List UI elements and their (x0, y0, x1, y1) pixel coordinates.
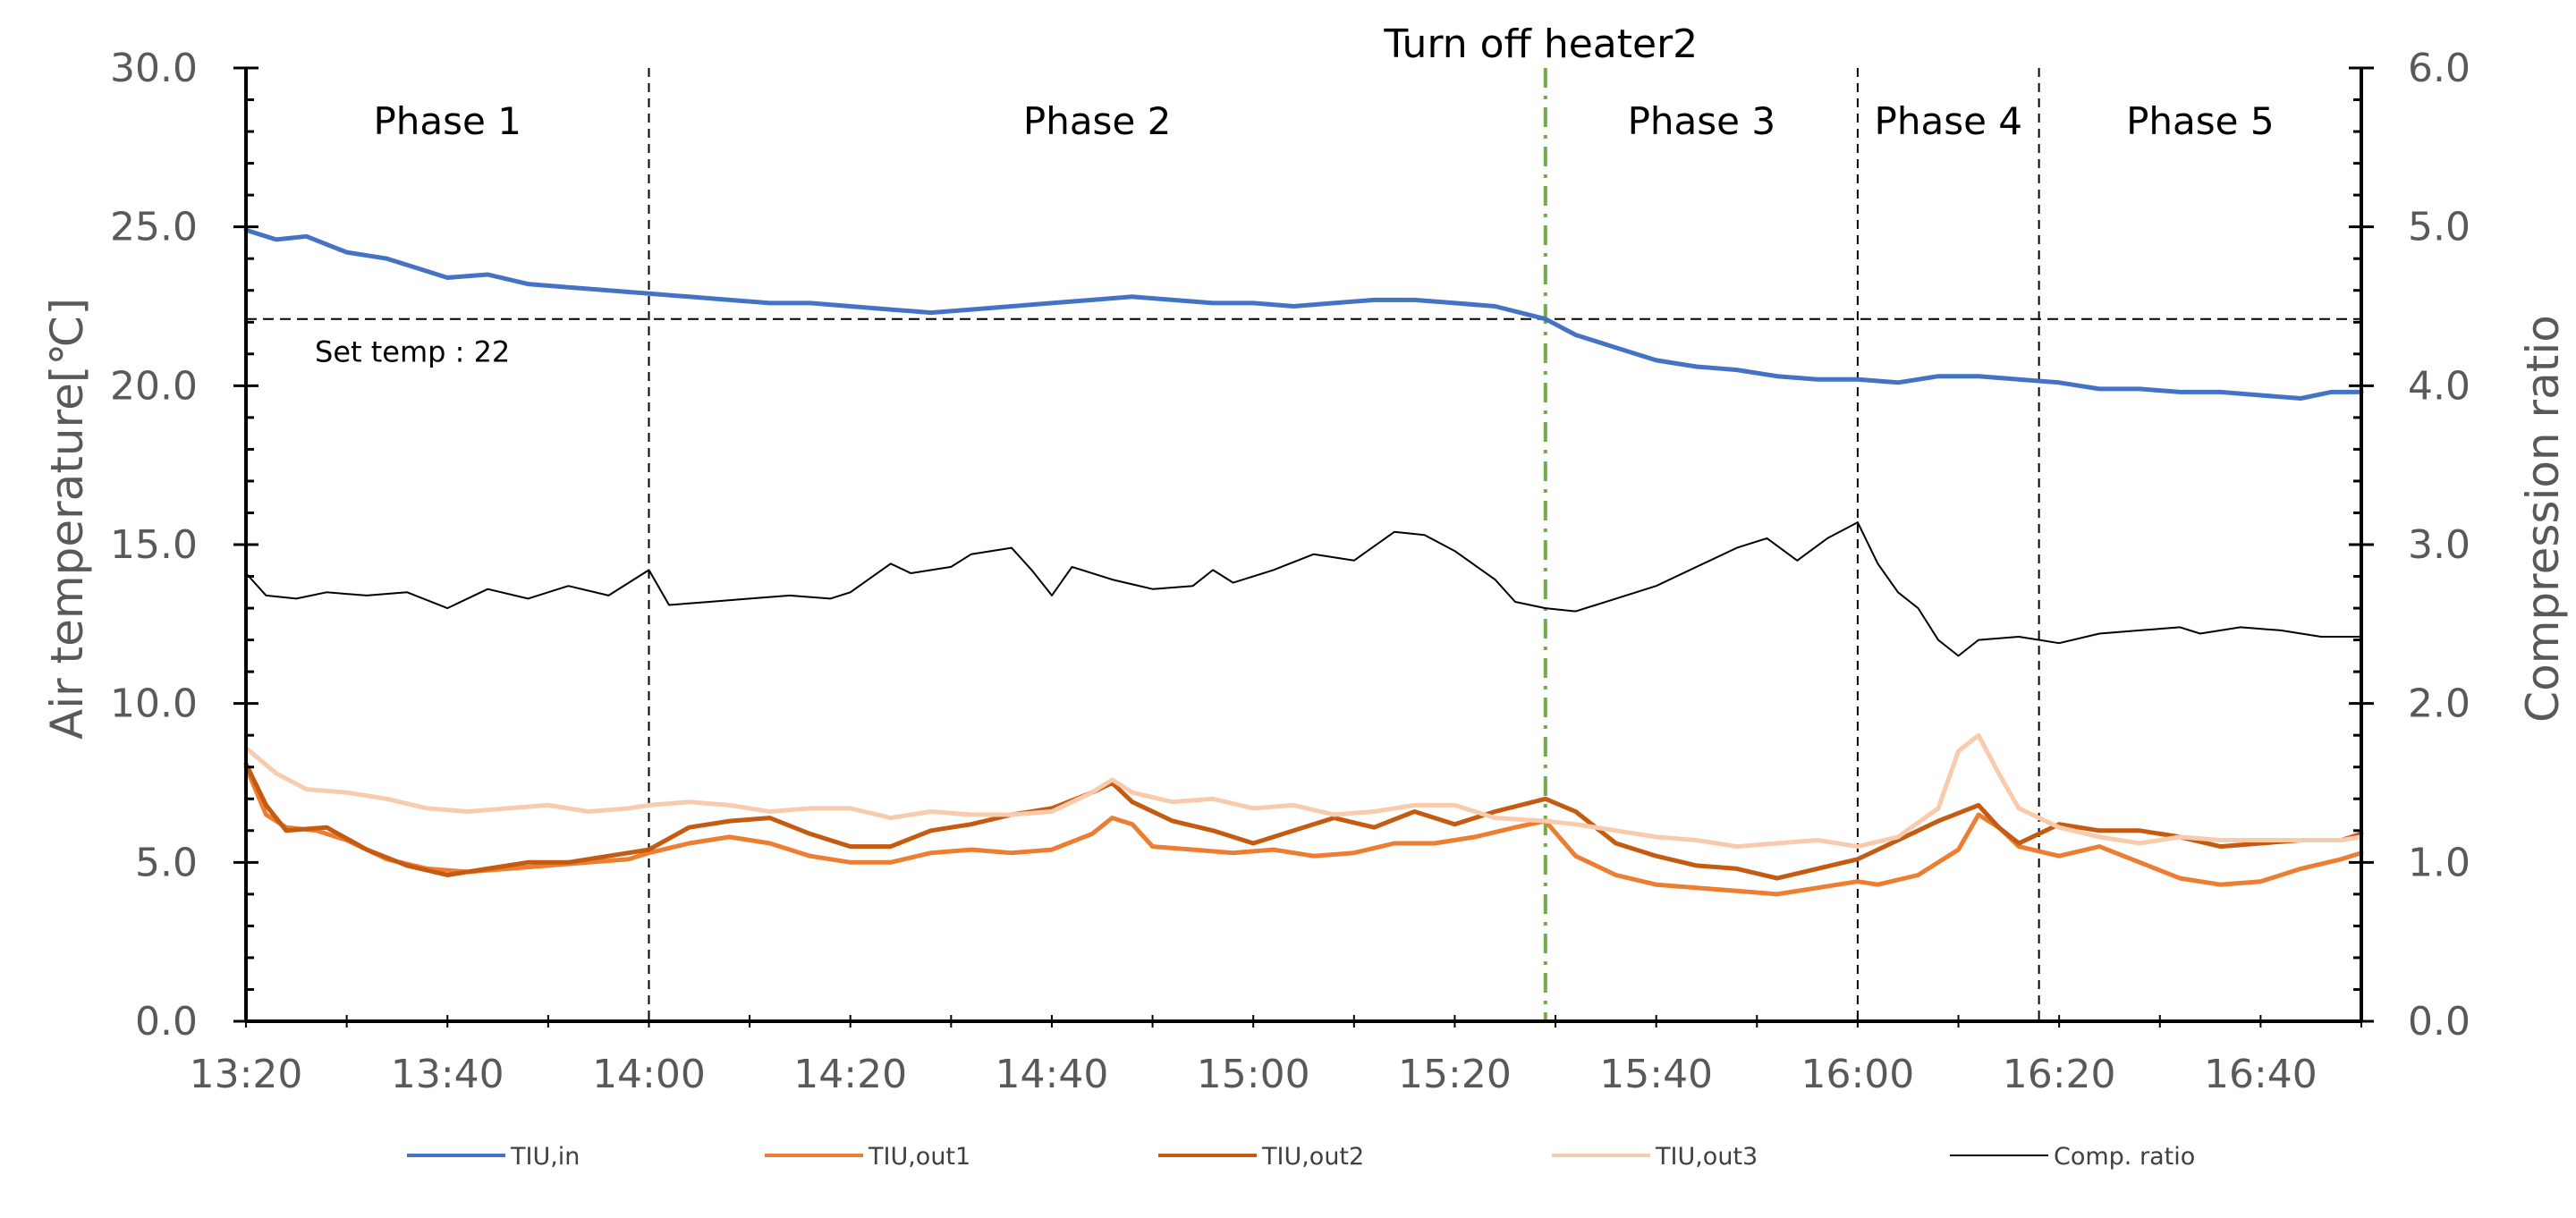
legend: TIU,in TIU,out1 TIU,out2 TIU,out3 Comp. rati… (407, 1143, 2195, 1171)
x-tick-label: 15:40 (1599, 1052, 1713, 1097)
reference-lines (246, 68, 2361, 1021)
x-tick-label: 14:40 (996, 1052, 1109, 1097)
y-tick-label: 0.0 (135, 999, 198, 1045)
phase-labels: Phase 1 Phase 2 Phase 3 Phase 4 Phase 5 (373, 99, 2274, 143)
y-tick-label: 5.0 (135, 840, 198, 885)
series-line-tiu-out3 (243, 732, 2364, 850)
y2-tick-label: 2.0 (2408, 681, 2470, 727)
phase-label: Phase 3 (1628, 99, 1775, 143)
y-tick-label: 15.0 (110, 522, 198, 568)
y-axis-title: Air temperature[℃] (41, 298, 93, 740)
legend-label: TIU,out2 (1261, 1143, 1364, 1171)
y2-tick-label: 3.0 (2408, 522, 2470, 568)
x-tick-label: 16:00 (1801, 1052, 1914, 1097)
legend-label: Comp. ratio (2054, 1143, 2195, 1171)
axes: 0.0 5.0 10.0 15.0 20.0 25.0 30.0 0.0 1.0 2.0 3.0 4.… (110, 46, 2470, 1097)
x-tick-label: 13:40 (391, 1052, 504, 1097)
y2-tick-label: 5.0 (2408, 205, 2470, 250)
phase-label: Phase 5 (2126, 99, 2274, 143)
series-line-tiu-out2 (243, 761, 2364, 881)
series-line-comp-ratio (245, 521, 2362, 657)
y2-tick-label: 6.0 (2408, 46, 2470, 91)
y-tick-label: 30.0 (110, 46, 198, 91)
y-tick-label: 20.0 (110, 363, 198, 409)
y-tick-label: 10.0 (110, 681, 198, 727)
legend-label: TIU,in (510, 1143, 580, 1171)
y2-axis-title: Compression ratio (2517, 315, 2569, 723)
legend-label: TIU,out3 (1655, 1143, 1758, 1171)
x-tick-label: 16:20 (2003, 1052, 2116, 1097)
y2-tick-label: 4.0 (2408, 363, 2470, 409)
y2-tick-label: 0.0 (2408, 999, 2470, 1045)
x-tick-label: 14:20 (793, 1052, 907, 1097)
x-tick-label: 14:00 (592, 1052, 706, 1097)
phase-label: Phase 1 (373, 99, 521, 143)
y-tick-label: 25.0 (110, 205, 198, 250)
phase-label: Phase 2 (1023, 99, 1171, 143)
series-line-tiu-in (243, 227, 2364, 401)
x-tick-label: 15:00 (1197, 1052, 1310, 1097)
y2-tick-label: 1.0 (2408, 840, 2470, 885)
x-tick-label: 13:20 (190, 1052, 303, 1097)
x-tick-label: 15:20 (1398, 1052, 1512, 1097)
phase-label: Phase 4 (1875, 99, 2022, 143)
legend-label: TIU,out1 (868, 1143, 970, 1171)
event-annotation: Turn off heater2 (1383, 21, 1698, 67)
series-lines (243, 227, 2364, 897)
set-temp-label: Set temp : 22 (315, 335, 510, 369)
x-tick-label: 16:40 (2204, 1052, 2318, 1097)
